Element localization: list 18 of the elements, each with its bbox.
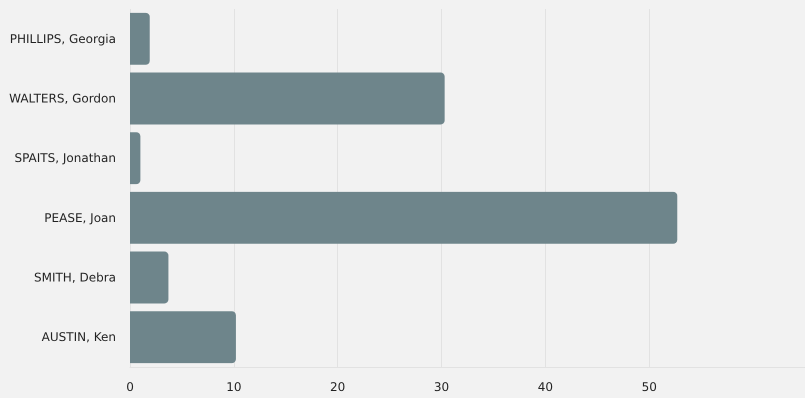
bar bbox=[130, 192, 678, 244]
x-tick-label: 40 bbox=[538, 380, 554, 394]
x-tick-label: 10 bbox=[226, 380, 242, 394]
x-tick-label: 50 bbox=[642, 380, 657, 394]
x-tick-label: 20 bbox=[330, 380, 346, 394]
bar bbox=[130, 252, 168, 304]
bar bbox=[130, 12, 150, 65]
bar bbox=[130, 72, 445, 124]
y-tick-label: PHILLIPS, Georgia bbox=[10, 32, 116, 46]
x-tick-label: 0 bbox=[126, 380, 134, 394]
y-tick-label: PEASE, Joan bbox=[44, 210, 116, 225]
y-tick-label: SPAITS, Jonathan bbox=[14, 151, 116, 166]
y-tick-label: WALTERS, Gordon bbox=[9, 92, 116, 106]
bar bbox=[130, 311, 236, 364]
y-tick-label: SMITH, Debra bbox=[34, 270, 116, 284]
bar bbox=[130, 132, 140, 184]
x-tick-label: 30 bbox=[434, 380, 450, 394]
y-tick-label: AUSTIN, Ken bbox=[42, 330, 116, 344]
